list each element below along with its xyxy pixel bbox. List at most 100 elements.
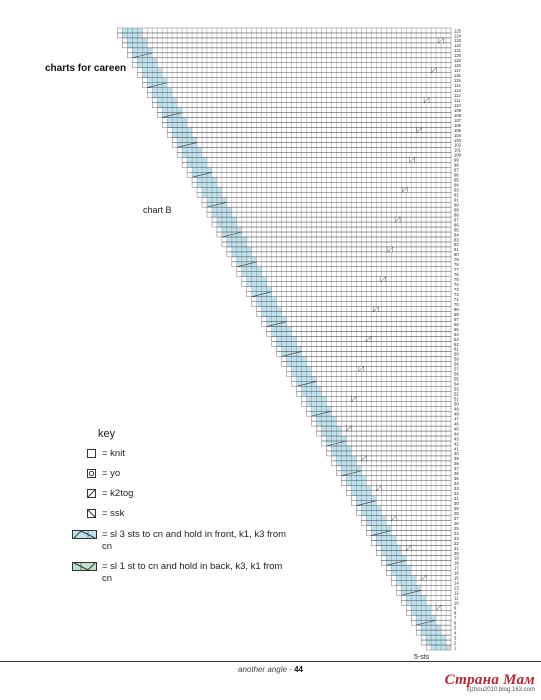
row-number: 115: [454, 78, 461, 83]
row-number: 123: [454, 38, 462, 43]
chart-cell-lines: [411, 610, 447, 616]
row-number: 108: [454, 113, 462, 118]
row-number: 109: [454, 108, 462, 113]
chart-cell-lines: [271, 331, 447, 337]
chart-row: [137, 67, 452, 73]
k2tog-mark: [373, 306, 379, 312]
chart-cell-lines: [241, 271, 447, 277]
row-number: 49: [454, 406, 459, 411]
chart-cell-lines: [266, 321, 447, 327]
chart-cell-lines: [366, 520, 447, 526]
k2tog-mark: [435, 605, 442, 611]
chart-cell-lines: [420, 625, 447, 631]
row-number: 23: [454, 536, 459, 541]
chart-cell-lines: [167, 122, 447, 128]
chart-row: [117, 27, 452, 34]
row-number: 93: [454, 188, 459, 193]
chart-cell-lines: [356, 495, 447, 501]
chart-cell-lines: [406, 600, 447, 606]
row-number: 47: [454, 416, 459, 421]
chart-row: [166, 132, 452, 138]
chart-cell-lines: [186, 162, 447, 168]
chart-cell-lines: [346, 475, 447, 481]
row-number: 16: [454, 571, 459, 576]
chart-row: [196, 192, 452, 198]
row-number: 48: [454, 411, 459, 416]
chart-cell-lines: [236, 256, 447, 262]
chart-cell-lines: [276, 336, 447, 342]
k2tog-mark: [420, 575, 427, 581]
row-number: 122: [454, 43, 462, 48]
row-number: 61: [454, 347, 459, 352]
row-number: 95: [454, 178, 459, 183]
row-number: 19: [454, 556, 459, 561]
chart-cell-lines: [256, 296, 447, 302]
chart-cell-lines: [331, 450, 447, 456]
row-number: 117: [454, 68, 461, 73]
chart-cell-lines: [201, 187, 447, 193]
chart-cell-lines: [176, 137, 447, 143]
chart-row: [256, 311, 452, 317]
chart-cell-lines: [261, 311, 447, 317]
row-number: 121: [454, 48, 462, 53]
row-number: 43: [454, 436, 459, 441]
k2tog-mark: [406, 545, 412, 551]
row-number: 105: [454, 128, 462, 133]
row-number: 51: [454, 397, 459, 402]
k2tog-mark: [346, 425, 352, 432]
row-number: 24: [454, 531, 459, 536]
chart-row: [147, 87, 452, 93]
chart-cell-lines: [142, 72, 447, 78]
row-number: 110: [454, 103, 461, 108]
k2tog-mark: [361, 455, 367, 462]
row-number: 89: [454, 207, 459, 212]
chart-row: [186, 172, 452, 178]
cable-back-symbol-icon: [72, 561, 98, 572]
row-number: 18: [454, 561, 459, 566]
chart-row: [127, 47, 452, 54]
row-number: 77: [454, 267, 459, 272]
watermark: Страна Мам tijzhou2010.blog.163.com: [445, 672, 535, 693]
row-number: 99: [454, 158, 459, 163]
chart-cell-lines: [416, 615, 447, 621]
row-number: 31: [454, 496, 459, 501]
row-number: 87: [454, 217, 459, 222]
chart-cell-lines: [341, 465, 447, 471]
row-number: 37: [454, 466, 459, 471]
key-item-text: = ssk: [102, 508, 125, 519]
row-number: 103: [454, 138, 462, 143]
chart-cell-lines: [246, 276, 447, 282]
chart-cell-lines: [351, 490, 447, 496]
chart-cell-lines: [181, 147, 447, 153]
row-number: 59: [454, 357, 459, 362]
k2tog-mark: [394, 216, 401, 223]
chart-row: [186, 167, 452, 173]
chart-cell-lines: [301, 386, 447, 392]
chart-cell-lines: [316, 421, 447, 427]
row-number: 1: [454, 645, 457, 650]
row-number: 13: [454, 586, 459, 591]
chart-cell-lines: [122, 32, 447, 38]
chart-row: [266, 331, 452, 337]
key-item-text: = sl 3 sts to cn and hold in front, k1, …: [102, 529, 287, 552]
row-number: 44: [454, 431, 459, 436]
chart-cell-lines: [147, 77, 447, 83]
row-number: 85: [454, 227, 459, 232]
row-number: 52: [454, 392, 459, 397]
chart-cell-lines: [271, 326, 447, 332]
chart-cell-lines: [157, 102, 447, 108]
row-number: 98: [454, 163, 459, 168]
chart-cell-lines: [291, 366, 447, 372]
chart-row: [236, 271, 452, 277]
row-number: 45: [454, 426, 459, 431]
chart-cell-lines: [147, 82, 447, 88]
row-number: 36: [454, 471, 459, 476]
k2tog-mark: [409, 157, 415, 163]
chart-row: [266, 326, 452, 332]
chart-cell-lines: [236, 261, 447, 267]
key-item-k2tog: = k2tog: [72, 488, 292, 500]
yo-symbol-icon: [72, 468, 98, 479]
chart-row: [216, 226, 452, 233]
chart-cell-lines: [211, 212, 447, 218]
